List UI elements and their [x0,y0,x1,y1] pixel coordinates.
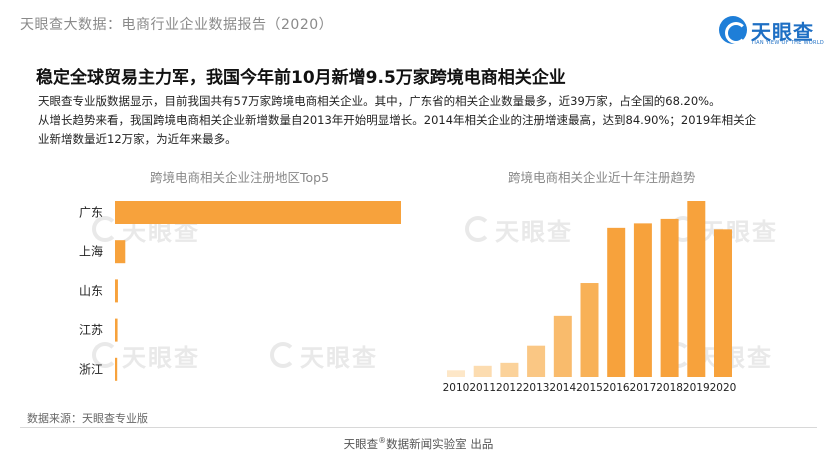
year-label: 2015 [576,382,603,394]
watermark: 天眼查 [665,338,773,373]
region-label: 上海 [79,244,103,259]
trend-bar-2014 [553,315,572,377]
trend-bar-2020 [714,229,732,377]
region-label: 山东 [79,284,103,298]
year-label: 2016 [603,382,630,394]
region-bar-上海 [115,240,126,264]
trend-bar-2017 [633,223,652,377]
trend-bar-2013 [527,345,546,377]
region-label: 浙江 [79,362,103,376]
region-bar-浙江 [115,357,118,381]
trend-bar-2019 [687,201,706,377]
watermark: 天眼查 [92,338,200,373]
trend-chart-title: 跨境电商相关企业近十年注册趋势 [508,170,696,185]
trend-bar-2015 [580,283,599,377]
data-source: 数据来源：天眼查专业版 [27,412,148,425]
year-label: 2017 [630,382,657,394]
region-bar-山东 [115,279,118,303]
footer-text: 数据新闻实验室 出品 [386,437,494,451]
region-bar-广东 [115,201,401,224]
footer-brand: 天眼查 [343,437,379,451]
logo-text: 天眼查 [751,20,814,44]
report-header-title: 天眼查大数据：电商行业企业数据报告（2020） [20,17,334,33]
summary-paragraph: 天眼查专业版数据显示，目前我国共有57万家跨境电商相关企业。其中，广东省的相关企… [38,92,808,149]
year-label: 2014 [549,382,576,394]
trend-bar-2016 [607,227,626,377]
year-label: 2019 [683,382,710,394]
region-label: 广东 [79,206,103,220]
year-label: 2011 [469,382,496,394]
watermark: 天眼查 [465,212,573,247]
year-label: 2010 [443,382,470,394]
footer-credit: 天眼查®数据新闻实验室 出品 [0,436,837,452]
tianyancha-logo: 天眼查 TIAN YIEW OF THE WORLD [719,12,824,52]
watermark: 天眼查 [270,338,378,373]
region-bar-江苏 [115,318,118,342]
watermark: 天眼查 [670,212,778,247]
summary-line-3: 业新增数量近12万家，为近年来最多。 [38,132,237,146]
year-label: 2012 [496,382,523,394]
trend-bar-2011 [473,365,492,377]
year-label: 2020 [710,382,737,394]
region-chart-title: 跨境电商相关企业注册地区Top5 [150,170,330,185]
trend-bar-2010 [447,370,465,377]
trend-bar-2018 [660,218,679,377]
registered-mark: ® [378,436,387,446]
footer-divider [20,427,817,428]
trend-bar-chart: 2010 2011 2012 2013 2014 2015 2016 2017 2018 2019… [443,201,737,394]
summary-line-2: 从增长趋势来看，我国跨境电商相关企业新增数量自2013年开始明显增长。2014年… [38,113,757,127]
year-label: 2018 [656,382,683,394]
logo-icon [719,16,747,44]
region-label: 江苏 [79,323,103,337]
headline: 稳定全球贸易主力军，我国今年前10月新增9.5万家跨境电商相关企业 [36,68,566,88]
summary-line-1: 天眼查专业版数据显示，目前我国共有57万家跨境电商相关企业。其中，广东省的相关企… [38,94,721,108]
trend-bar-2012 [500,362,519,377]
year-label: 2013 [523,382,550,394]
logo-subtitle: TIAN YIEW OF THE WORLD [751,40,825,46]
